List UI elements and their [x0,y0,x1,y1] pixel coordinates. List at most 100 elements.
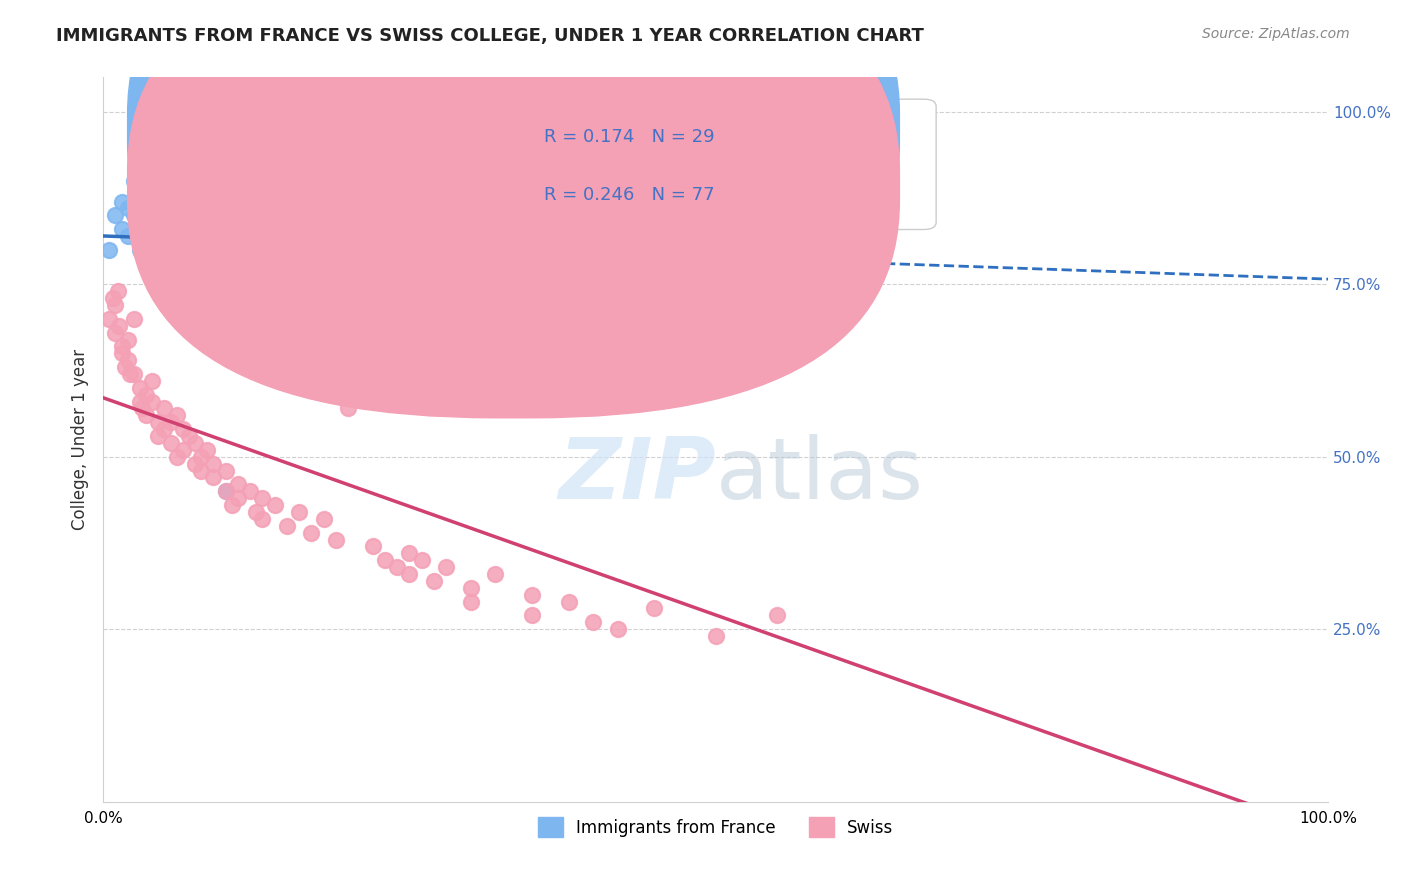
Point [434,560,457,574]
Point [202,457,225,471]
Text: atlas: atlas [716,434,924,517]
Point [465,126,488,140]
Point [460,581,482,595]
Point [117,229,139,244]
FancyBboxPatch shape [471,99,936,229]
Text: R = 0.246   N = 77: R = 0.246 N = 77 [544,186,714,204]
Point [117,333,139,347]
Point [460,222,482,236]
Point [312,512,335,526]
Point [159,436,181,450]
Point [98,243,121,257]
Point [374,553,396,567]
Point [153,401,176,416]
Point [148,429,170,443]
Point [337,360,360,375]
Point [190,250,212,264]
Point [104,298,127,312]
Text: R = 0.174   N = 29: R = 0.174 N = 29 [544,128,714,146]
Point [184,457,207,471]
Point [128,243,150,257]
FancyBboxPatch shape [128,0,900,417]
Point [120,367,142,381]
Point [214,464,236,478]
Point [643,601,665,615]
Point [484,566,506,581]
Point [520,608,543,623]
Point [166,409,188,423]
Point [582,615,605,630]
Point [214,484,236,499]
Point [122,208,145,222]
Point [172,422,194,436]
Point [643,243,665,257]
Point [221,498,243,512]
Point [299,525,322,540]
Point [190,450,212,464]
Point [98,311,121,326]
Point [135,387,157,401]
Point [239,484,262,499]
Point [325,533,347,547]
Point [117,202,139,216]
Point [214,484,236,499]
Point [606,622,628,636]
Point [166,243,188,257]
Point [226,270,249,285]
Point [827,104,849,119]
Point [252,512,274,526]
Point [520,208,543,222]
Point [166,450,188,464]
Point [276,518,298,533]
Point [398,566,420,581]
Point [153,422,176,436]
Point [557,594,579,608]
Point [423,574,446,588]
Text: ZIP: ZIP [558,434,716,517]
Text: IMMIGRANTS FROM FRANCE VS SWISS COLLEGE, UNDER 1 YEAR CORRELATION CHART: IMMIGRANTS FROM FRANCE VS SWISS COLLEGE,… [56,27,924,45]
Point [104,208,127,222]
Point [101,291,124,305]
Point [288,505,311,519]
Point [520,588,543,602]
Point [766,608,789,623]
Point [766,298,789,312]
Point [226,491,249,505]
Point [704,629,727,643]
Point [190,464,212,478]
Point [104,326,127,340]
Point [148,415,170,429]
Point [361,540,384,554]
Y-axis label: College, Under 1 year: College, Under 1 year [72,349,89,530]
Point [172,442,194,457]
Point [110,194,132,209]
Point [202,470,225,484]
Point [141,374,163,388]
Point [141,394,163,409]
Point [153,229,176,244]
Point [337,229,360,244]
Point [131,401,153,416]
Point [252,277,274,292]
Point [128,394,150,409]
Text: Source: ZipAtlas.com: Source: ZipAtlas.com [1202,27,1350,41]
Point [245,505,267,519]
Point [226,477,249,491]
Point [159,415,181,429]
Point [460,594,482,608]
Point [214,257,236,271]
Point [108,318,131,333]
Point [195,442,218,457]
Legend: Immigrants from France, Swiss: Immigrants from France, Swiss [531,810,900,844]
Point [385,560,408,574]
Point [128,381,150,395]
Point [239,250,262,264]
Point [117,353,139,368]
FancyBboxPatch shape [128,0,900,359]
Point [141,187,163,202]
Point [128,222,150,236]
Point [411,553,433,567]
Point [135,409,157,423]
Point [110,339,132,353]
Point [184,436,207,450]
